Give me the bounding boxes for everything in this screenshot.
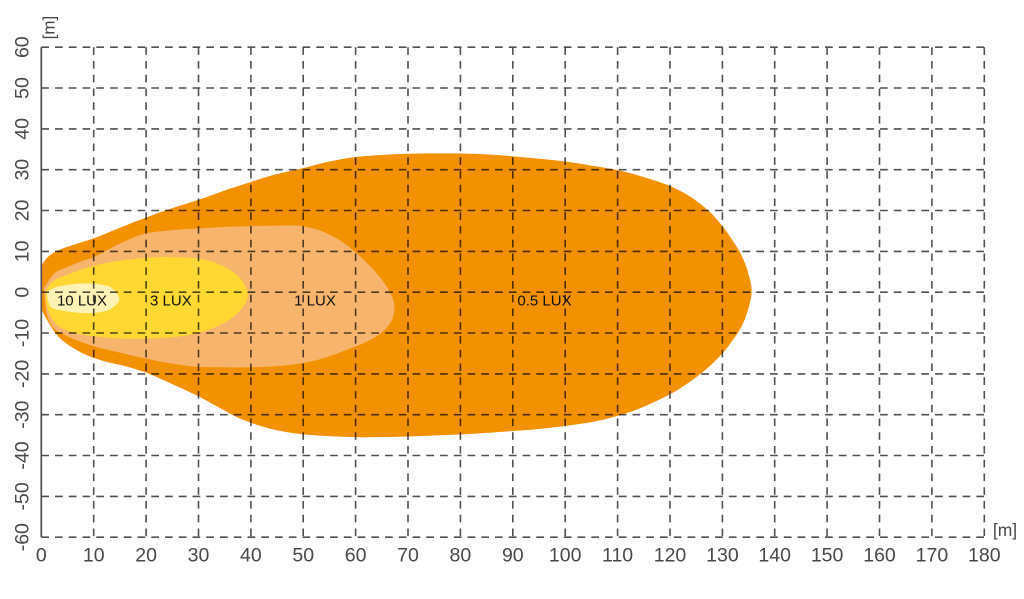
svg-text:30: 30 (12, 159, 34, 181)
svg-text:170: 170 (916, 544, 949, 566)
svg-text:0: 0 (36, 544, 47, 566)
svg-text:40: 40 (240, 544, 262, 566)
svg-text:60: 60 (345, 544, 367, 566)
svg-text:110: 110 (602, 544, 633, 566)
svg-text:3 LUX: 3 LUX (150, 292, 192, 309)
svg-text:[m]: [m] (993, 520, 1017, 540)
svg-text:40: 40 (12, 118, 34, 140)
svg-text:0.5 LUX: 0.5 LUX (517, 292, 571, 309)
svg-text:[m]: [m] (39, 16, 58, 40)
svg-text:1 LUX: 1 LUX (294, 292, 336, 309)
svg-text:50: 50 (12, 77, 34, 99)
svg-text:20: 20 (135, 544, 157, 566)
svg-text:10 LUX: 10 LUX (57, 292, 107, 309)
svg-text:-50: -50 (12, 482, 34, 510)
svg-text:-10: -10 (12, 319, 34, 347)
svg-text:30: 30 (188, 544, 210, 566)
svg-text:70: 70 (397, 544, 419, 566)
svg-text:-30: -30 (12, 400, 34, 428)
svg-text:130: 130 (706, 544, 739, 566)
svg-text:140: 140 (758, 544, 791, 566)
svg-text:60: 60 (12, 36, 34, 58)
svg-text:100: 100 (549, 544, 582, 566)
svg-text:-60: -60 (12, 523, 34, 551)
svg-text:150: 150 (811, 544, 844, 566)
svg-text:-20: -20 (12, 360, 34, 388)
svg-text:160: 160 (863, 544, 896, 566)
svg-text:-40: -40 (12, 441, 34, 469)
svg-text:80: 80 (450, 544, 472, 566)
svg-text:180: 180 (968, 544, 1001, 566)
svg-text:0: 0 (12, 287, 34, 298)
svg-text:20: 20 (12, 200, 34, 222)
svg-text:10: 10 (12, 240, 34, 262)
svg-text:90: 90 (502, 544, 524, 566)
svg-text:50: 50 (292, 544, 314, 566)
svg-text:120: 120 (654, 544, 687, 566)
svg-text:10: 10 (83, 544, 105, 566)
